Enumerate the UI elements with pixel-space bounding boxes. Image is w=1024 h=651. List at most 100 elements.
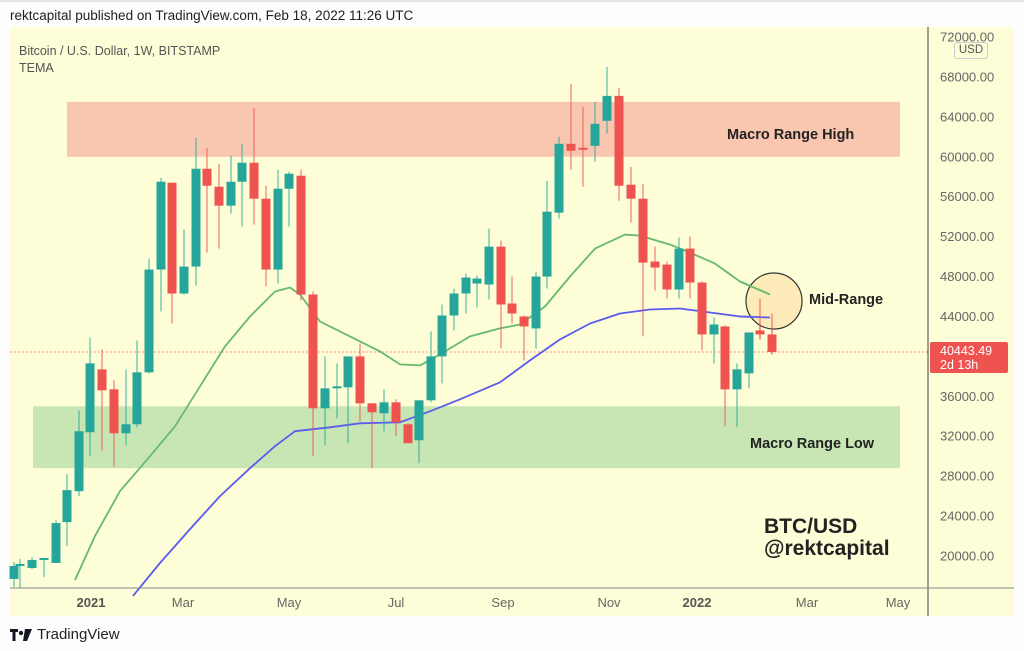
candle[interactable] <box>15 559 25 588</box>
candle[interactable] <box>626 166 636 223</box>
candle-body <box>626 184 636 199</box>
candle-body <box>343 356 353 388</box>
candle-body <box>391 402 401 423</box>
candle[interactable] <box>602 66 612 134</box>
candle[interactable] <box>39 558 49 577</box>
candle[interactable] <box>85 337 95 457</box>
candle[interactable] <box>519 315 529 361</box>
candle[interactable] <box>379 389 389 432</box>
candle[interactable] <box>343 356 353 444</box>
candle[interactable] <box>132 340 142 428</box>
candle[interactable] <box>578 106 588 187</box>
candle-body <box>426 356 436 401</box>
candle[interactable] <box>97 349 107 452</box>
candle[interactable] <box>320 356 330 446</box>
candle[interactable] <box>121 369 131 446</box>
candle[interactable] <box>709 317 719 364</box>
candle[interactable] <box>484 228 494 300</box>
candle[interactable] <box>249 107 259 225</box>
candle[interactable] <box>554 136 564 219</box>
candle[interactable] <box>62 474 72 547</box>
axes-layer: 20000.00 24000.00 28000.00 32000.00 36000.00… <box>10 27 1024 616</box>
tradingview-footer[interactable]: TradingView <box>10 626 120 643</box>
candle[interactable] <box>720 325 730 427</box>
candle[interactable] <box>697 281 707 351</box>
candle[interactable] <box>308 291 318 457</box>
candle[interactable] <box>614 87 624 201</box>
candle[interactable] <box>367 403 377 469</box>
candle-body <box>542 211 552 277</box>
candle[interactable] <box>332 363 342 419</box>
candle-body <box>379 402 389 414</box>
candle[interactable] <box>590 101 600 162</box>
candle[interactable] <box>391 399 401 437</box>
candle[interactable] <box>9 562 19 587</box>
candle[interactable] <box>685 236 695 299</box>
candle[interactable] <box>355 343 365 422</box>
price-tick-label: 56000.00 <box>940 189 994 204</box>
candle[interactable] <box>144 258 154 374</box>
candle-body <box>732 369 742 390</box>
price-tick-label: 24000.00 <box>940 509 994 524</box>
candle-body <box>132 372 142 425</box>
candle-body <box>685 248 695 283</box>
candle[interactable] <box>51 520 61 563</box>
candle[interactable] <box>284 171 294 227</box>
candle[interactable] <box>296 169 306 301</box>
candle-body <box>296 175 306 295</box>
indicator-name[interactable]: TEMA <box>19 61 54 75</box>
candle[interactable] <box>261 185 271 287</box>
candle-body <box>662 264 672 290</box>
candle[interactable] <box>566 83 576 170</box>
candle-body <box>273 188 283 270</box>
candle-body <box>308 294 318 409</box>
candle[interactable] <box>674 237 684 299</box>
candle[interactable] <box>461 273 471 314</box>
candle[interactable] <box>226 155 236 214</box>
price-tick-label: 64000.00 <box>940 109 994 124</box>
candle-body <box>554 143 564 213</box>
candle[interactable] <box>27 557 37 569</box>
candle-body <box>449 293 459 316</box>
candle[interactable] <box>156 177 166 312</box>
candle[interactable] <box>542 180 552 289</box>
candle-body <box>237 162 247 182</box>
candle-body <box>214 186 224 206</box>
candle[interactable] <box>449 288 459 331</box>
time-tick-label: Sep <box>491 595 514 610</box>
candle-body <box>403 424 413 444</box>
candle[interactable] <box>191 137 201 286</box>
candle[interactable] <box>531 271 541 349</box>
candle[interactable] <box>179 229 189 295</box>
candle[interactable] <box>403 423 413 444</box>
candle[interactable] <box>732 363 742 428</box>
candle-body <box>674 248 684 290</box>
candle[interactable] <box>167 182 177 324</box>
price-tick-label: 44000.00 <box>940 309 994 324</box>
candle[interactable] <box>662 261 672 299</box>
price-tick-label: 52000.00 <box>940 229 994 244</box>
candle[interactable] <box>437 304 447 384</box>
candle[interactable] <box>109 380 119 468</box>
candle[interactable] <box>650 246 660 291</box>
candle[interactable] <box>414 400 424 464</box>
candle[interactable] <box>273 169 283 284</box>
time-tick-label: Mar <box>796 595 819 610</box>
candle[interactable] <box>426 331 436 403</box>
candle[interactable] <box>507 276 517 324</box>
candle[interactable] <box>472 275 482 308</box>
candle[interactable] <box>744 332 754 389</box>
candle[interactable] <box>74 410 84 497</box>
watermark-handle: @rektcapital <box>764 537 890 560</box>
time-tick-label: 2022 <box>683 595 712 610</box>
candle[interactable] <box>496 240 506 349</box>
candle[interactable] <box>638 183 648 337</box>
currency-badge[interactable]: USD <box>954 42 988 59</box>
candle-body <box>484 246 494 285</box>
candle[interactable] <box>214 163 224 249</box>
price-tick-label: 72000.00 <box>940 30 994 45</box>
candle[interactable] <box>237 143 247 227</box>
candle[interactable] <box>202 147 212 253</box>
candle-body <box>62 490 72 523</box>
